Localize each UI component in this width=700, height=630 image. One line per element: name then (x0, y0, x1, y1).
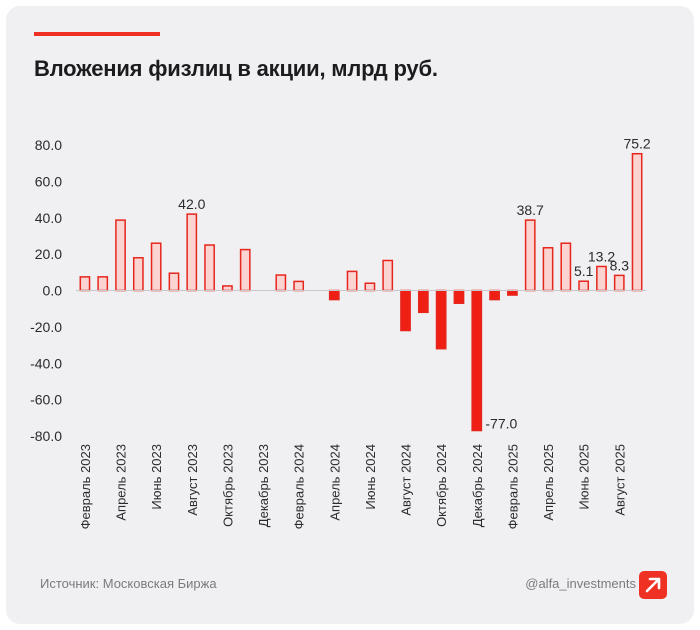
bar (97, 276, 109, 292)
y-tick-label: 20.0 (35, 246, 62, 262)
x-tick-label: Декабрь 2024 (470, 444, 485, 527)
bar (328, 289, 340, 301)
bar (596, 265, 607, 292)
x-tick-label: Декабрь 2023 (256, 444, 271, 527)
data-label: 75.2 (623, 136, 650, 152)
alfa-arrow-icon (639, 571, 667, 599)
x-tick-label: Август 2023 (185, 444, 200, 516)
bar (489, 289, 500, 301)
y-tick-label: 60.0 (35, 173, 62, 189)
x-tick-label: Октябрь 2023 (220, 444, 235, 527)
bar (631, 152, 643, 292)
x-tick-label: Июнь 2024 (363, 444, 378, 510)
y-tick-label: 80.0 (35, 137, 62, 153)
x-tick-label: Август 2025 (612, 444, 627, 516)
bar (435, 289, 447, 350)
x-tick-label: Февраль 2025 (505, 444, 520, 529)
bar (453, 289, 465, 304)
y-tick-label: -40.0 (30, 355, 62, 371)
bar (400, 289, 411, 332)
accent-line (34, 32, 160, 36)
brand-handle: @alfa_investments (525, 576, 636, 591)
bar (204, 244, 215, 292)
bar (382, 259, 394, 292)
bar (222, 285, 233, 292)
bar (364, 282, 376, 292)
y-tick-label: -80.0 (30, 428, 62, 444)
y-tick-label: -60.0 (30, 392, 62, 408)
bar (79, 276, 91, 292)
x-tick-label: Июнь 2023 (149, 444, 164, 510)
bar (560, 242, 572, 292)
chart-title: Вложения физлиц в акции, млрд руб. (34, 56, 438, 81)
source-note: Источник: Московская Биржа (40, 576, 217, 591)
bar (346, 270, 358, 292)
bar (150, 242, 162, 292)
bar (613, 274, 625, 292)
data-label: 8.3 (610, 257, 630, 273)
bar (417, 289, 429, 314)
bar (115, 219, 126, 292)
bar (168, 272, 180, 292)
data-label: 42.0 (178, 196, 205, 212)
bar (293, 280, 305, 292)
bar (132, 257, 144, 292)
bar (507, 289, 518, 296)
bar (524, 219, 536, 292)
data-label: 38.7 (517, 202, 544, 218)
data-label: 5.1 (574, 263, 594, 279)
bar (471, 289, 483, 432)
bar (275, 274, 287, 292)
y-tick-label: 40.0 (35, 210, 62, 226)
x-tick-label: Август 2024 (399, 444, 414, 516)
y-tick-label: -20.0 (30, 319, 62, 335)
data-label: 13.2 (588, 249, 615, 265)
x-tick-label: Апрель 2023 (114, 444, 129, 521)
chart-card (6, 6, 694, 624)
bar (186, 213, 198, 292)
y-tick-label: 0.0 (43, 283, 63, 299)
data-label: -77.0 (485, 416, 517, 432)
x-tick-label: Февраль 2023 (78, 444, 93, 529)
bar (542, 247, 554, 292)
x-tick-label: Апрель 2024 (327, 444, 342, 521)
bar (239, 248, 251, 292)
bar (578, 280, 590, 292)
x-tick-label: Февраль 2024 (292, 444, 307, 529)
x-tick-label: Июнь 2025 (577, 444, 592, 510)
x-tick-label: Апрель 2025 (541, 444, 556, 521)
x-tick-label: Октябрь 2024 (434, 444, 449, 527)
